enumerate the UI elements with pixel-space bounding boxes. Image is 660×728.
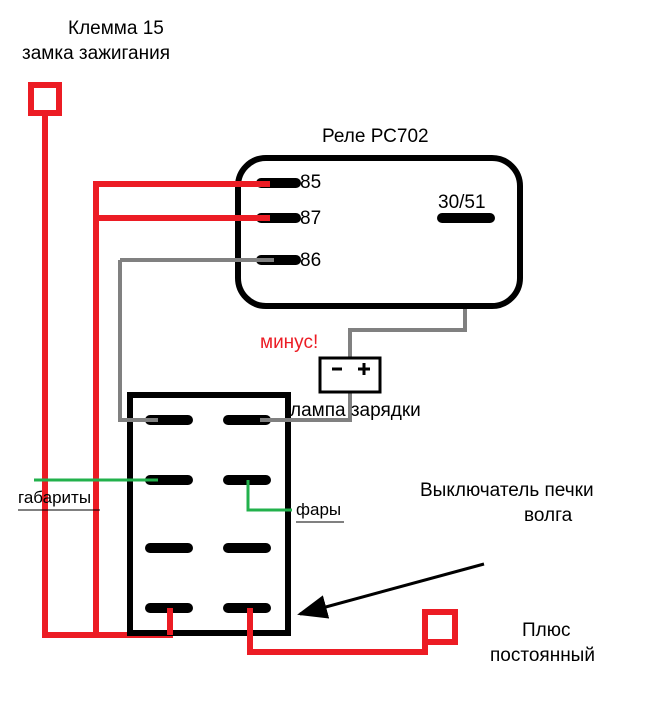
wiring-diagram	[0, 0, 660, 728]
